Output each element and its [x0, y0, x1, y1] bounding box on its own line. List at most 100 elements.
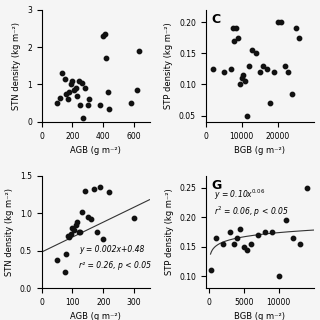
Point [64, 91, 69, 96]
Point [213, 235, 219, 240]
Point [271, 69, 276, 75]
Point [135, 87, 140, 92]
Point [282, 63, 287, 68]
Point [67, 235, 72, 240]
Point [304, 185, 309, 190]
Point [101, 237, 106, 242]
Point [59, 71, 64, 76]
Point [79, 209, 84, 214]
Y-axis label: STP density (kg m⁻²): STP density (kg m⁻²) [164, 22, 173, 109]
Point [246, 63, 252, 68]
Point [71, 227, 76, 232]
Point [62, 269, 67, 274]
Point [245, 247, 250, 252]
Point [238, 226, 243, 231]
X-axis label: BGB (g m⁻²): BGB (g m⁻²) [234, 312, 285, 320]
Point [221, 69, 226, 75]
Point [58, 95, 63, 100]
Point [73, 86, 78, 91]
Point [76, 229, 81, 235]
Point [228, 229, 233, 235]
Point [79, 80, 84, 85]
Point [250, 48, 255, 53]
Point [82, 188, 87, 193]
Point [248, 241, 253, 246]
Point [70, 78, 75, 83]
X-axis label: AGB (g m⁻²): AGB (g m⁻²) [70, 146, 121, 155]
Point [67, 89, 72, 94]
Point [68, 232, 74, 237]
Point [257, 69, 262, 75]
Point [297, 35, 302, 40]
Point [102, 31, 108, 36]
Point [283, 218, 288, 223]
Point [75, 220, 80, 225]
Point [268, 100, 273, 106]
Point [232, 38, 237, 43]
Y-axis label: STN density (kg m⁻²): STN density (kg m⁻²) [12, 22, 21, 110]
Point [76, 78, 81, 83]
Point [73, 223, 78, 228]
Point [71, 87, 76, 92]
Point [92, 187, 97, 192]
Point [236, 35, 241, 40]
Point [244, 113, 250, 118]
Point [230, 26, 235, 31]
Y-axis label: STN density (kg m⁻²): STN density (kg m⁻²) [5, 188, 14, 276]
Point [269, 229, 274, 235]
Point [136, 48, 141, 53]
Point [105, 89, 110, 94]
Point [208, 268, 213, 273]
Point [85, 102, 91, 108]
Point [297, 241, 302, 246]
Point [262, 229, 268, 235]
Point [290, 91, 295, 96]
Point [255, 232, 260, 237]
Point [87, 97, 92, 102]
Point [81, 116, 86, 121]
Point [279, 20, 284, 25]
Point [68, 82, 74, 87]
Y-axis label: STP density (kg m⁻²): STP density (kg m⁻²) [164, 188, 173, 275]
Point [62, 76, 67, 81]
Point [243, 79, 248, 84]
Text: r$^2$ = 0.06, p < 0.05: r$^2$ = 0.06, p < 0.05 [214, 204, 289, 219]
Point [132, 215, 137, 220]
Text: y = 0.002x+0.48: y = 0.002x+0.48 [79, 245, 145, 254]
Point [104, 56, 109, 61]
Point [107, 106, 112, 111]
Point [54, 257, 60, 262]
Point [85, 214, 91, 220]
Point [77, 102, 83, 108]
Point [54, 100, 60, 106]
Point [70, 226, 75, 231]
Point [237, 82, 243, 87]
Point [290, 235, 295, 240]
Point [235, 235, 240, 240]
Point [101, 33, 106, 38]
Point [220, 241, 226, 246]
Point [239, 76, 244, 81]
Point [231, 241, 236, 246]
Point [253, 51, 259, 56]
Point [276, 274, 281, 279]
Point [65, 233, 70, 238]
Point [264, 66, 269, 71]
Point [88, 217, 93, 222]
Text: r² = 0.26, p < 0.05: r² = 0.26, p < 0.05 [79, 261, 151, 270]
Point [94, 229, 100, 235]
Point [64, 251, 69, 256]
Point [98, 184, 103, 189]
Text: G: G [211, 179, 221, 192]
Point [82, 86, 87, 91]
Point [128, 100, 133, 106]
Point [77, 229, 83, 235]
Point [241, 73, 246, 78]
Text: C: C [211, 13, 220, 26]
X-axis label: BGB (g m⁻²): BGB (g m⁻²) [234, 146, 285, 155]
Point [228, 66, 233, 71]
Point [286, 69, 291, 75]
Point [210, 66, 215, 71]
Text: y = 0.10x$^{0.06}$: y = 0.10x$^{0.06}$ [214, 188, 265, 202]
X-axis label: AGB (g m⁻²): AGB (g m⁻²) [70, 312, 121, 320]
